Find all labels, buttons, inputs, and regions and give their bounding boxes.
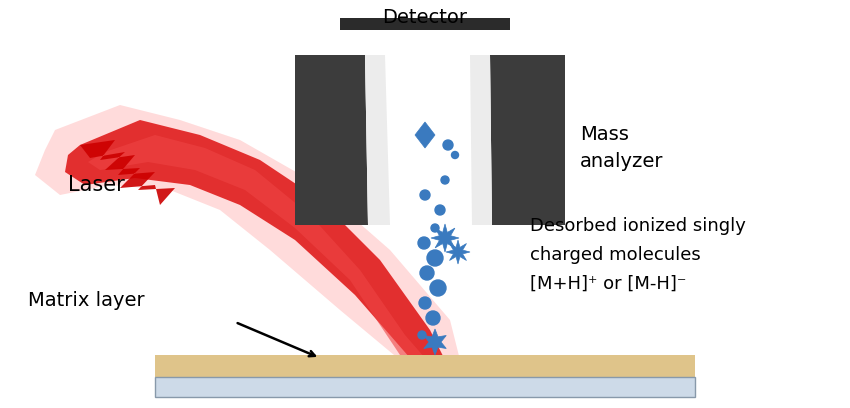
Circle shape [427, 250, 443, 266]
Circle shape [420, 266, 434, 280]
Circle shape [441, 176, 449, 184]
Polygon shape [365, 55, 390, 225]
Text: Detector: Detector [382, 8, 468, 27]
Circle shape [443, 140, 453, 150]
Bar [155, 377, 695, 397]
Bar [155, 355, 695, 377]
Polygon shape [446, 240, 470, 264]
Text: Desorbed ionized singly
charged molecules
[M+H]⁺ or [M-H]⁻: Desorbed ionized singly charged molecule… [530, 217, 745, 293]
Polygon shape [88, 135, 425, 358]
Circle shape [430, 280, 446, 296]
Circle shape [418, 237, 430, 249]
Circle shape [426, 311, 440, 325]
Polygon shape [424, 329, 446, 355]
Circle shape [420, 190, 430, 200]
Polygon shape [470, 55, 492, 225]
Text: Mass
analyzer: Mass analyzer [580, 125, 664, 171]
Bar [340, 18, 510, 30]
Polygon shape [490, 55, 565, 225]
Polygon shape [431, 224, 459, 252]
Polygon shape [65, 120, 445, 360]
Polygon shape [365, 55, 492, 225]
Polygon shape [295, 55, 368, 225]
Circle shape [431, 224, 439, 232]
Text: Laser: Laser [68, 175, 125, 195]
Circle shape [451, 151, 458, 158]
Circle shape [418, 331, 426, 339]
Polygon shape [415, 122, 435, 148]
Circle shape [435, 205, 445, 215]
Polygon shape [80, 140, 175, 205]
Polygon shape [35, 105, 460, 360]
Circle shape [419, 297, 431, 309]
Text: Matrix layer: Matrix layer [28, 290, 144, 310]
